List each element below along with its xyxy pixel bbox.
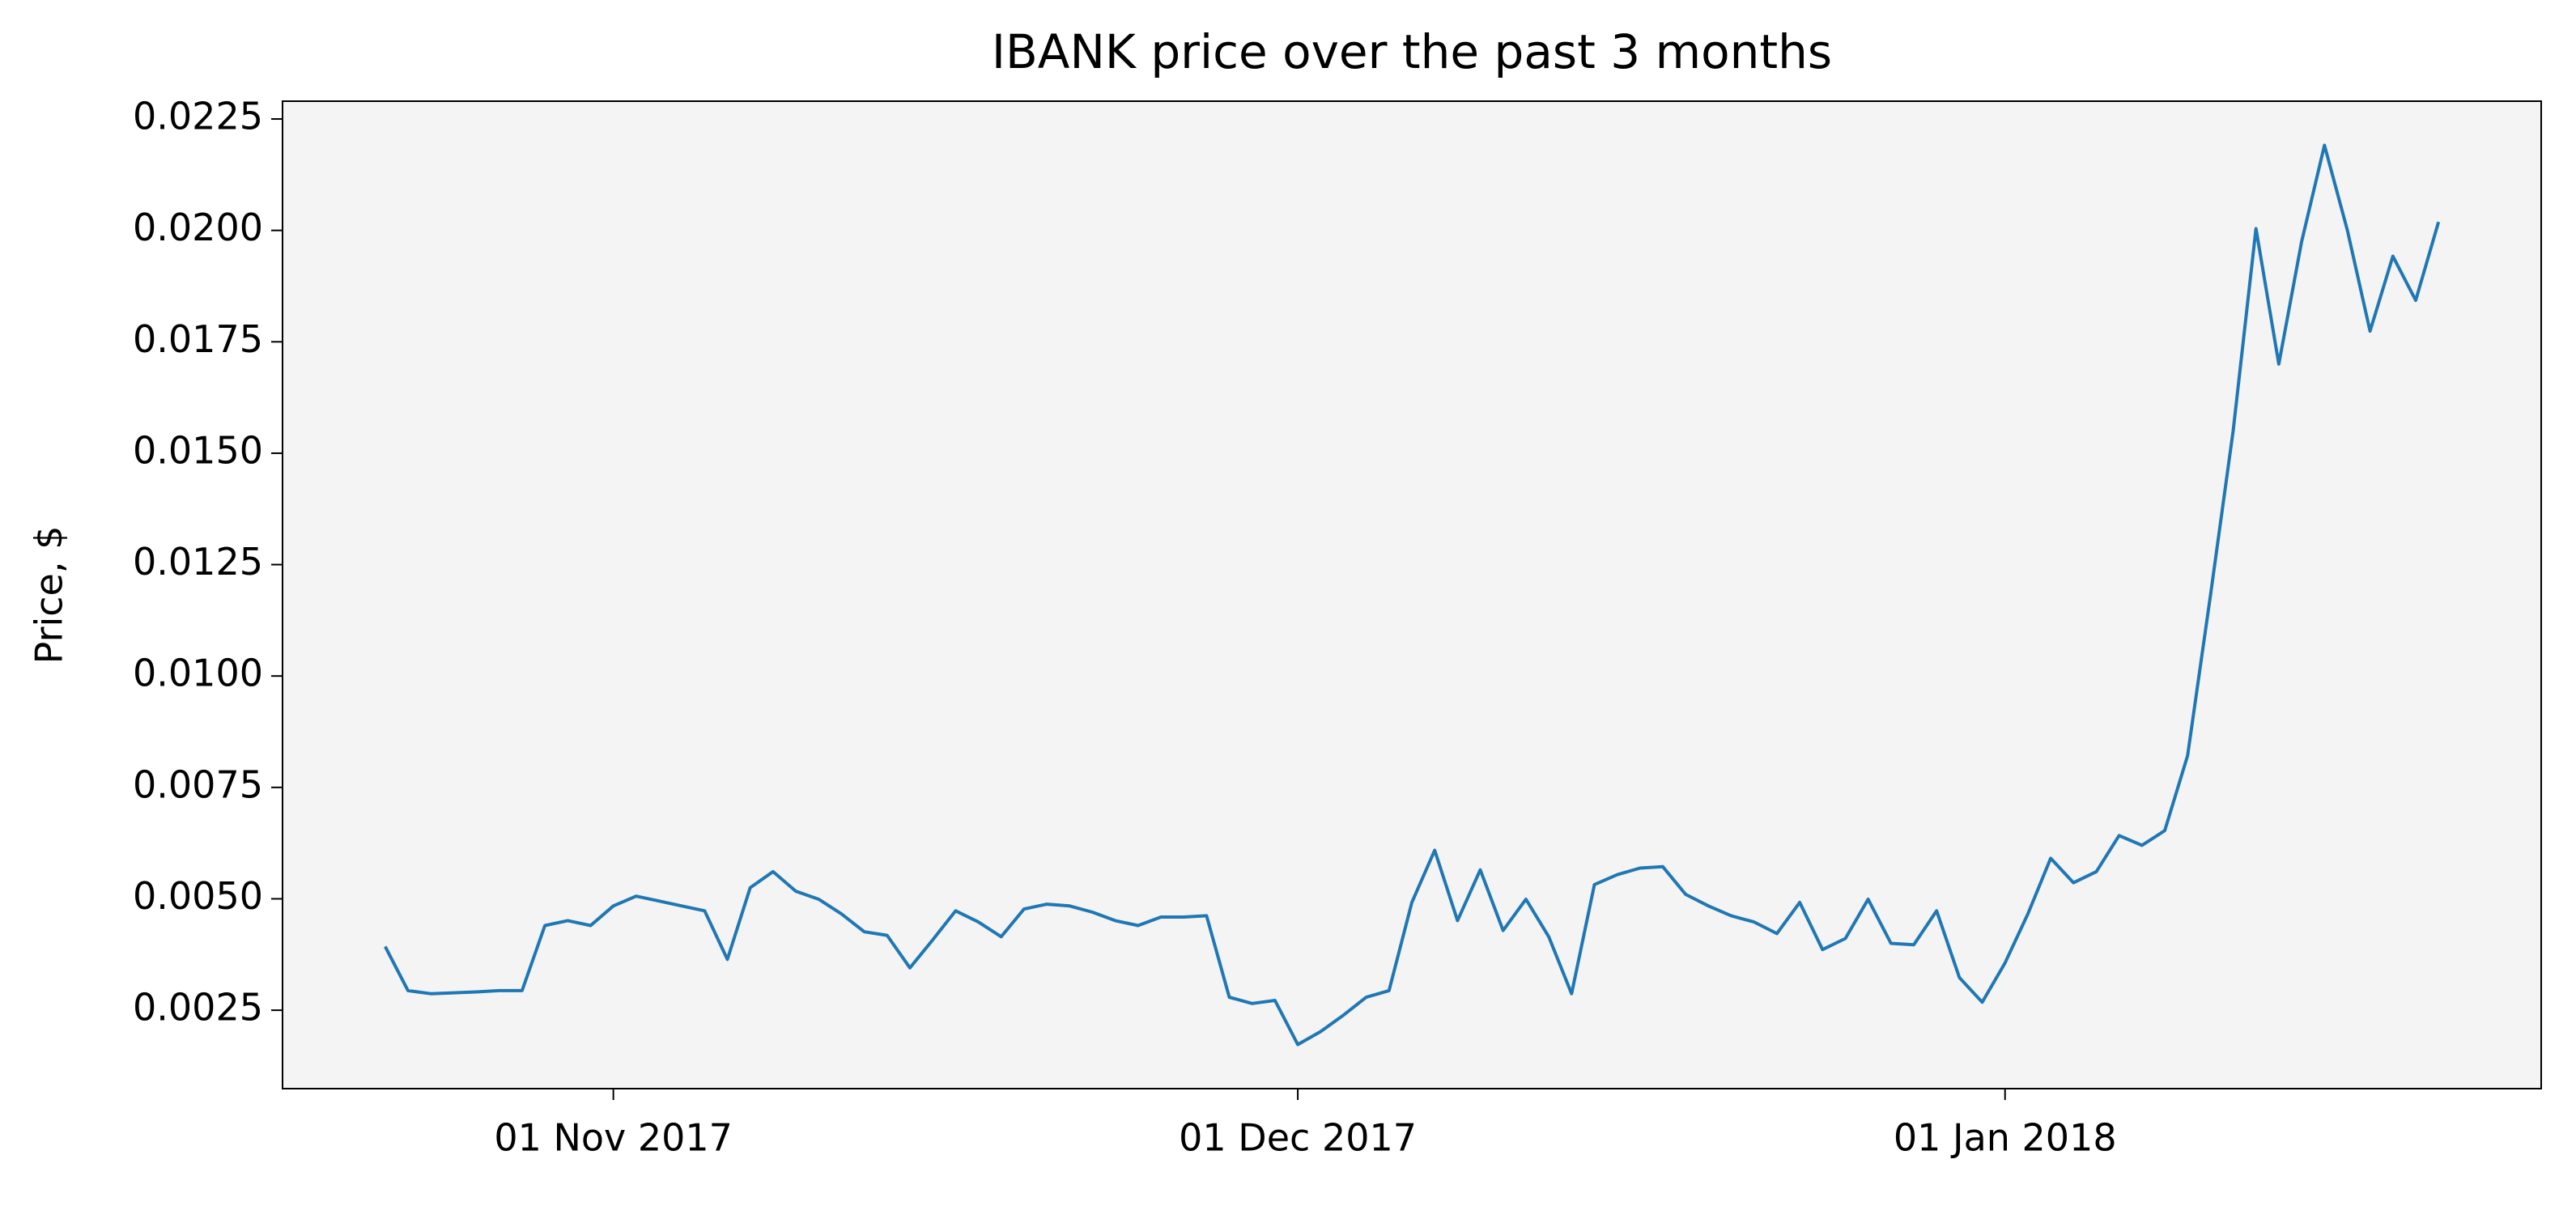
y-tick-label: 0.0075	[133, 762, 263, 806]
y-tick-label: 0.0200	[133, 206, 263, 249]
y-axis-label: Price, $	[28, 526, 71, 665]
y-tick-label: 0.0050	[133, 874, 263, 918]
y-tick-label: 0.0100	[133, 652, 263, 695]
plot-background	[283, 101, 2541, 1089]
x-tick-label: 01 Nov 2017	[494, 1116, 733, 1160]
y-tick-label: 0.0175	[133, 317, 263, 361]
y-tick-label: 0.0150	[133, 428, 263, 472]
y-tick-label: 0.0025	[133, 986, 263, 1030]
chart-title: IBANK price over the past 3 months	[992, 24, 1832, 79]
price-line	[384, 143, 2441, 1047]
y-tick-label: 0.0125	[133, 540, 263, 584]
x-tick-label: 01 Dec 2017	[1179, 1116, 1417, 1160]
plot-frame	[282, 100, 2542, 1089]
y-tick-label: 0.0225	[133, 95, 263, 138]
x-tick-label: 01 Jan 2018	[1894, 1116, 2117, 1160]
